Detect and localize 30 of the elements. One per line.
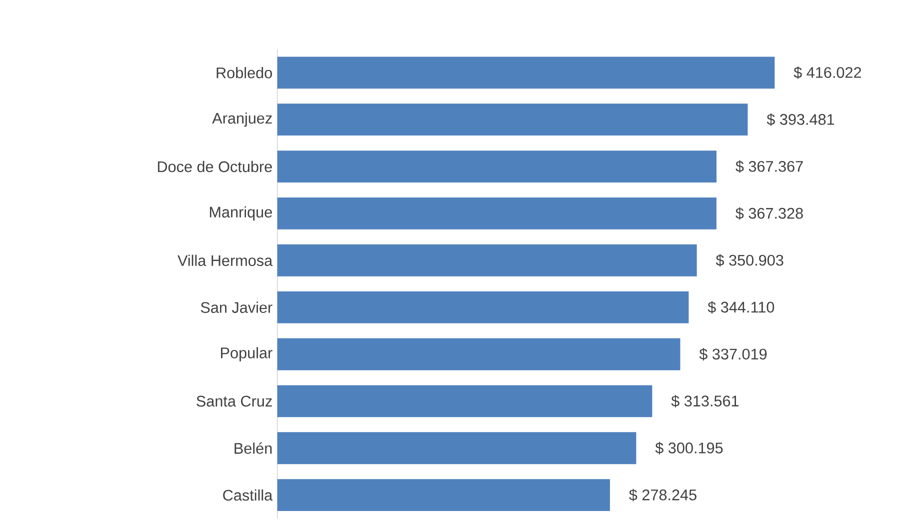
y-tick-label: Aranjuez: [212, 112, 272, 127]
y-tick-label: Manrique: [210, 206, 272, 221]
bar: [277, 479, 610, 512]
bar: [277, 244, 697, 276]
y-tick-label: Belén: [234, 442, 272, 454]
data-label: $ 313.561: [671, 394, 739, 408]
data-label: $ 416.022: [794, 66, 862, 79]
data-label: $ 278.245: [629, 488, 696, 502]
y-tick-label: Villa Hermosa: [178, 254, 273, 266]
y-tick-label: Castilla: [223, 489, 273, 501]
bar: [277, 385, 652, 418]
data-label: $ 337.019: [699, 348, 767, 360]
y-tick-label: San Javier: [200, 302, 272, 313]
data-label: $ 393.481: [766, 113, 834, 126]
bar: [277, 198, 716, 230]
data-label: $ 367.328: [736, 207, 803, 220]
bar: [277, 104, 748, 136]
bar: [277, 291, 689, 324]
y-tick-label: Popular: [221, 347, 272, 362]
data-label: $ 350.903: [716, 254, 784, 267]
bar: [277, 338, 680, 370]
y-tick-label: Santa Cruz: [196, 396, 272, 407]
y-tick-label: Doce de Octubre: [158, 160, 272, 172]
bar: [277, 432, 636, 464]
data-label: $ 300.195: [655, 442, 723, 454]
data-label: $ 344.110: [708, 301, 774, 314]
data-label: $ 367.367: [736, 160, 803, 173]
bar: [277, 56, 775, 89]
y-tick-label: Robledo: [216, 67, 272, 78]
bar: [277, 150, 716, 182]
